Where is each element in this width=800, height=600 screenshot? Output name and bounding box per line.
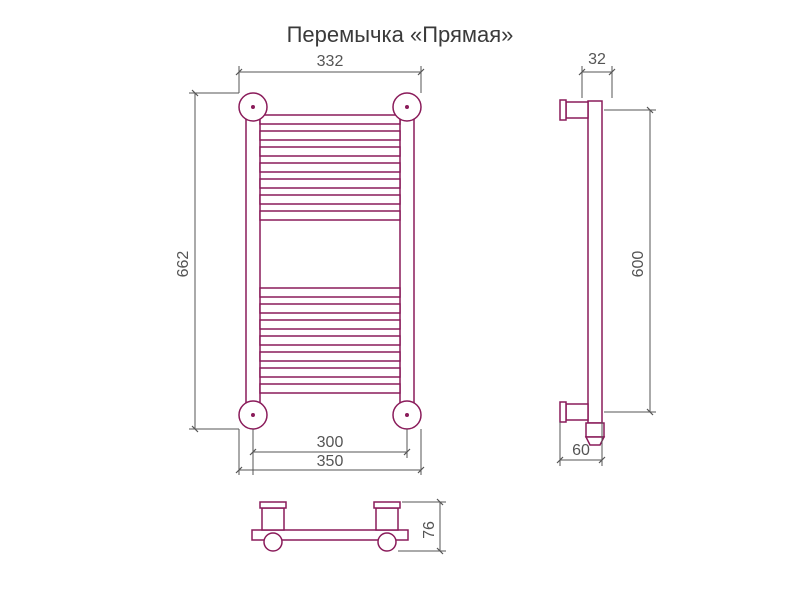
- dim-top-width: 332: [239, 53, 421, 93]
- dim-bottom-height-label: 76: [421, 521, 438, 539]
- dim-side-height: 600: [604, 110, 656, 412]
- dim-side-depth-label: 60: [572, 442, 590, 459]
- side-view: [560, 100, 604, 445]
- front-view: [239, 93, 421, 429]
- dim-side-top-label: 32: [588, 51, 606, 68]
- diagram-svg: 332 32 662 600 300 350 60: [0, 0, 800, 600]
- dim-top-width-label: 332: [317, 53, 344, 70]
- dim-left-height-label: 662: [175, 251, 192, 278]
- dim-outer-width-label: 350: [317, 453, 344, 470]
- bottom-view: [252, 502, 408, 551]
- dim-side-top: 32: [582, 51, 612, 98]
- rungs-bottom: [260, 288, 400, 393]
- dim-inner-width-label: 300: [317, 434, 344, 451]
- rungs-top: [260, 115, 400, 220]
- dim-side-height-label: 600: [630, 251, 647, 278]
- dim-left-height: 662: [175, 93, 239, 429]
- dim-bottom-height: 76: [398, 502, 446, 551]
